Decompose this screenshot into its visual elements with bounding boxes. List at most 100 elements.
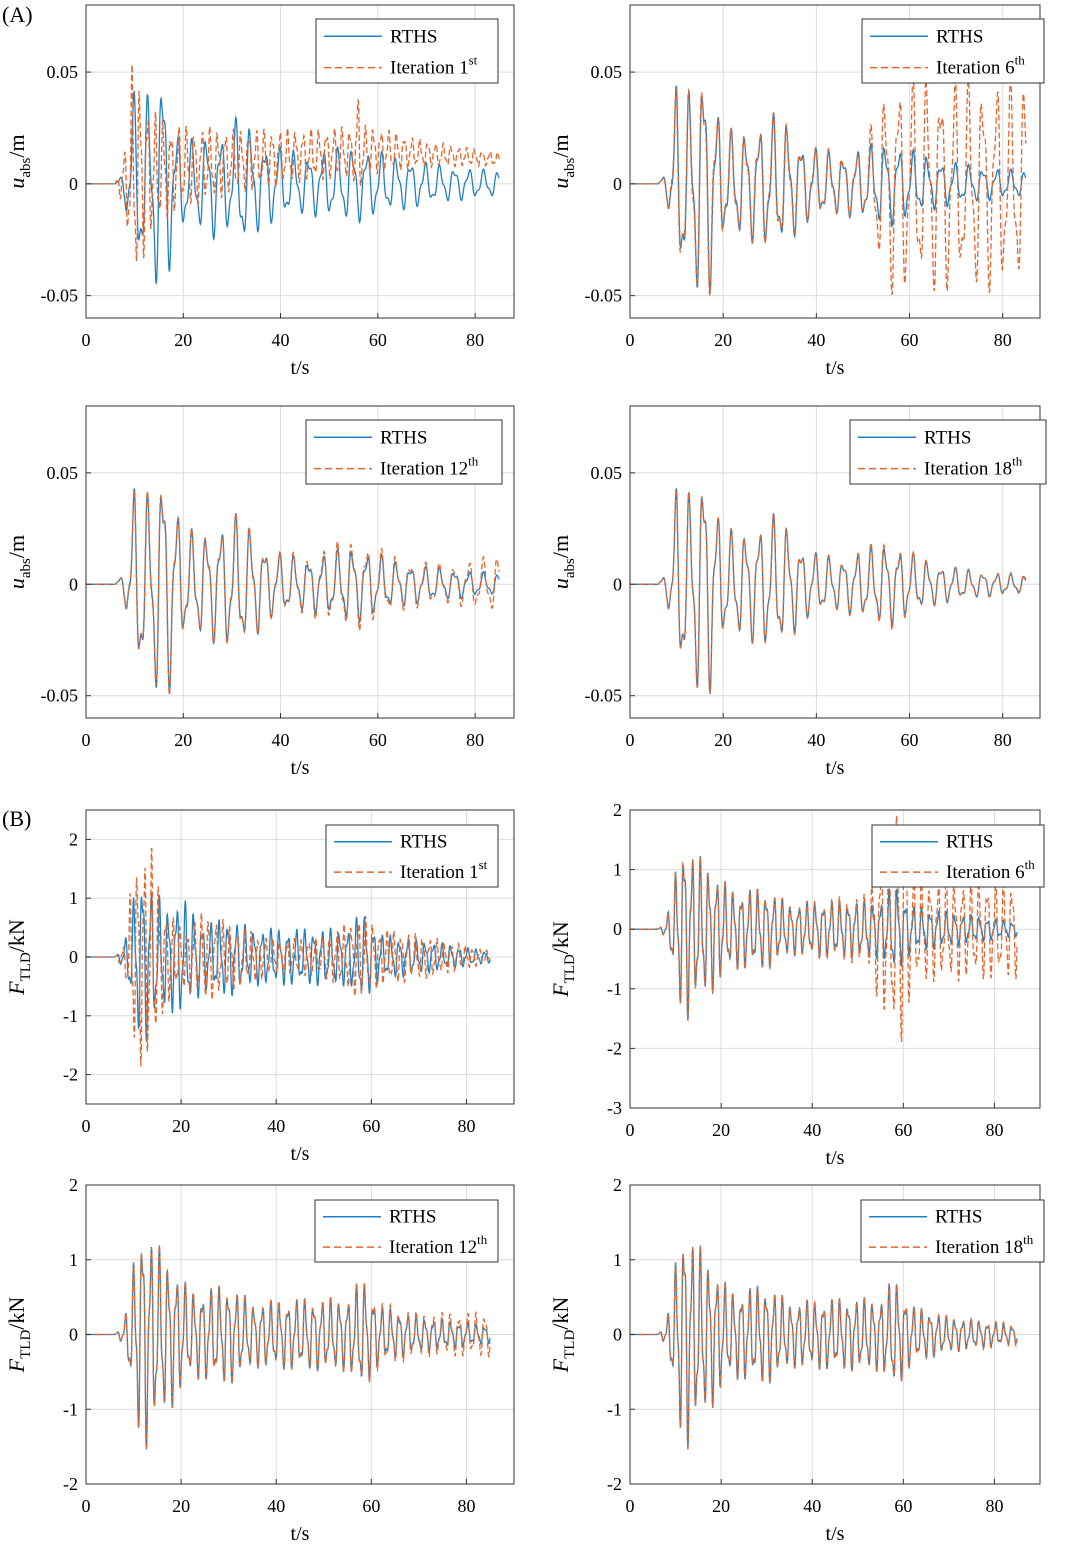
series-line-rths — [630, 488, 1027, 695]
y-axis-label: uabs/m — [548, 535, 578, 589]
y-tick-label: 0 — [613, 919, 622, 939]
y-tick-label: -2 — [63, 1065, 78, 1085]
y-axis-label: FTLD/kN — [4, 919, 34, 996]
legend-label-rths: RTHS — [935, 1207, 982, 1228]
legend-label-iteration: Iteration 1st — [390, 53, 478, 79]
x-axis-label: t/s — [826, 1523, 845, 1542]
chart-A4: 0 20 40 60 80 -0.05 0 0.05 t/s uabs/m RTHS Iteratio… — [548, 405, 1047, 779]
panel-label-b: (B) — [2, 806, 31, 831]
legend-label-rths: RTHS — [400, 832, 447, 853]
x-tick-label: 80 — [985, 1496, 1003, 1516]
legend-label-iteration: Iteration 12th — [389, 1232, 488, 1258]
x-tick-label: 40 — [272, 330, 290, 350]
x-tick-label: 60 — [901, 730, 919, 750]
x-tick-label: 20 — [712, 1496, 730, 1516]
x-tick-label: 60 — [369, 330, 387, 350]
legend-label-iteration: Iteration 6th — [936, 53, 1025, 79]
x-tick-label: 20 — [714, 330, 732, 350]
x-tick-label: 0 — [626, 730, 635, 750]
series-line-iteration — [630, 1245, 1018, 1450]
y-tick-label: 1 — [613, 1250, 622, 1270]
y-tick-label: 2 — [613, 800, 622, 820]
y-tick-label: -0.05 — [41, 686, 79, 706]
legend: RTHS Iteration 6th — [861, 18, 1045, 84]
x-tick-label: 80 — [457, 1116, 475, 1136]
x-tick-label: 60 — [362, 1116, 380, 1136]
legend-label-rths: RTHS — [389, 1207, 436, 1228]
x-tick-label: 20 — [172, 1496, 190, 1516]
y-axis-label: uabs/m — [4, 535, 34, 589]
legend-box — [849, 419, 1047, 485]
series-line-iteration — [86, 848, 491, 1067]
y-tick-label: 0.05 — [591, 463, 623, 483]
y-tick-label: -0.05 — [585, 686, 623, 706]
x-tick-label: 40 — [272, 730, 290, 750]
y-tick-label: 1 — [69, 888, 78, 908]
plot-frame — [629, 405, 1041, 719]
chart-A2: 0 20 40 60 80 -0.05 0 0.05 t/s uabs/m RTHS Iteratio… — [548, 4, 1045, 379]
y-tick-label: -2 — [607, 1038, 622, 1058]
x-axis-label: t/s — [826, 1147, 845, 1169]
x-tick-label: 40 — [803, 1496, 821, 1516]
x-tick-label: 20 — [172, 1116, 190, 1136]
x-tick-label: 0 — [626, 1496, 635, 1516]
legend-box — [314, 1199, 499, 1263]
y-tick-label: 0 — [69, 947, 78, 967]
x-axis-label: t/s — [826, 757, 845, 779]
series-line-iteration — [86, 1245, 491, 1450]
plot-frame — [629, 4, 1041, 319]
legend-label-rths: RTHS — [924, 427, 971, 448]
y-tick-label: 0.05 — [591, 62, 623, 82]
x-tick-label: 0 — [626, 330, 635, 350]
chart-B4: 0 20 40 60 80 -2 -1 0 1 2 t/s FTLD/kN RTHS Iteration … — [548, 1175, 1045, 1545]
x-tick-label: 60 — [369, 730, 387, 750]
legend: RTHS Iteration 12th — [305, 419, 503, 485]
y-tick-label: 0.05 — [47, 62, 79, 82]
series-line-iteration — [630, 73, 1027, 296]
x-tick-label: 60 — [894, 1496, 912, 1516]
plot-frame — [629, 809, 1041, 1109]
x-tick-label: 60 — [901, 330, 919, 350]
series-line-iteration — [630, 489, 1027, 695]
y-tick-label: 0 — [69, 174, 78, 194]
panel-label-a: (A) — [2, 2, 33, 27]
y-tick-label: -2 — [607, 1474, 622, 1494]
x-tick-label: 0 — [626, 1120, 635, 1140]
legend: RTHS Iteration 1st — [315, 18, 499, 84]
legend: RTHS Iteration 18th — [849, 419, 1047, 485]
legend-label-iteration: Iteration 18th — [935, 1232, 1034, 1258]
legend-box — [861, 18, 1045, 84]
y-tick-label: -2 — [63, 1474, 78, 1494]
x-tick-label: 0 — [82, 330, 91, 350]
series-line-iteration — [86, 489, 500, 695]
legend: RTHS Iteration 1st — [325, 824, 499, 888]
y-tick-label: -1 — [607, 979, 622, 999]
x-axis-label: t/s — [291, 357, 310, 379]
x-tick-label: 20 — [174, 730, 192, 750]
x-tick-label: 60 — [894, 1120, 912, 1140]
y-tick-label: -0.05 — [585, 286, 623, 306]
x-tick-label: 0 — [82, 1116, 91, 1136]
legend-label-iteration: Iteration 18th — [924, 454, 1023, 480]
y-tick-label: 1 — [69, 1250, 78, 1270]
y-axis-label: FTLD/kN — [4, 1297, 34, 1374]
series-line-iteration — [630, 814, 1018, 1042]
x-tick-label: 80 — [994, 730, 1012, 750]
x-tick-label: 0 — [82, 730, 91, 750]
legend: RTHS Iteration 18th — [860, 1199, 1045, 1263]
legend-label-rths: RTHS — [946, 832, 993, 853]
legend-label-rths: RTHS — [380, 427, 427, 448]
y-tick-label: 0 — [69, 1325, 78, 1345]
x-tick-label: 80 — [994, 330, 1012, 350]
x-tick-label: 40 — [807, 330, 825, 350]
x-tick-label: 40 — [267, 1116, 285, 1136]
y-axis-label: FTLD/kN — [548, 1297, 578, 1374]
x-tick-label: 0 — [82, 1496, 91, 1516]
chart-B3: 0 20 40 60 80 -2 -1 0 1 2 t/s FTLD/kN RTHS Iteration … — [4, 1175, 515, 1545]
x-tick-label: 40 — [267, 1496, 285, 1516]
plot-frame — [85, 4, 515, 319]
x-axis-label: t/s — [291, 757, 310, 779]
chart-B2: 0 20 40 60 80 -3 -2 -1 0 1 2 t/s FTLD/kN RTHS Iteratio… — [548, 800, 1045, 1169]
